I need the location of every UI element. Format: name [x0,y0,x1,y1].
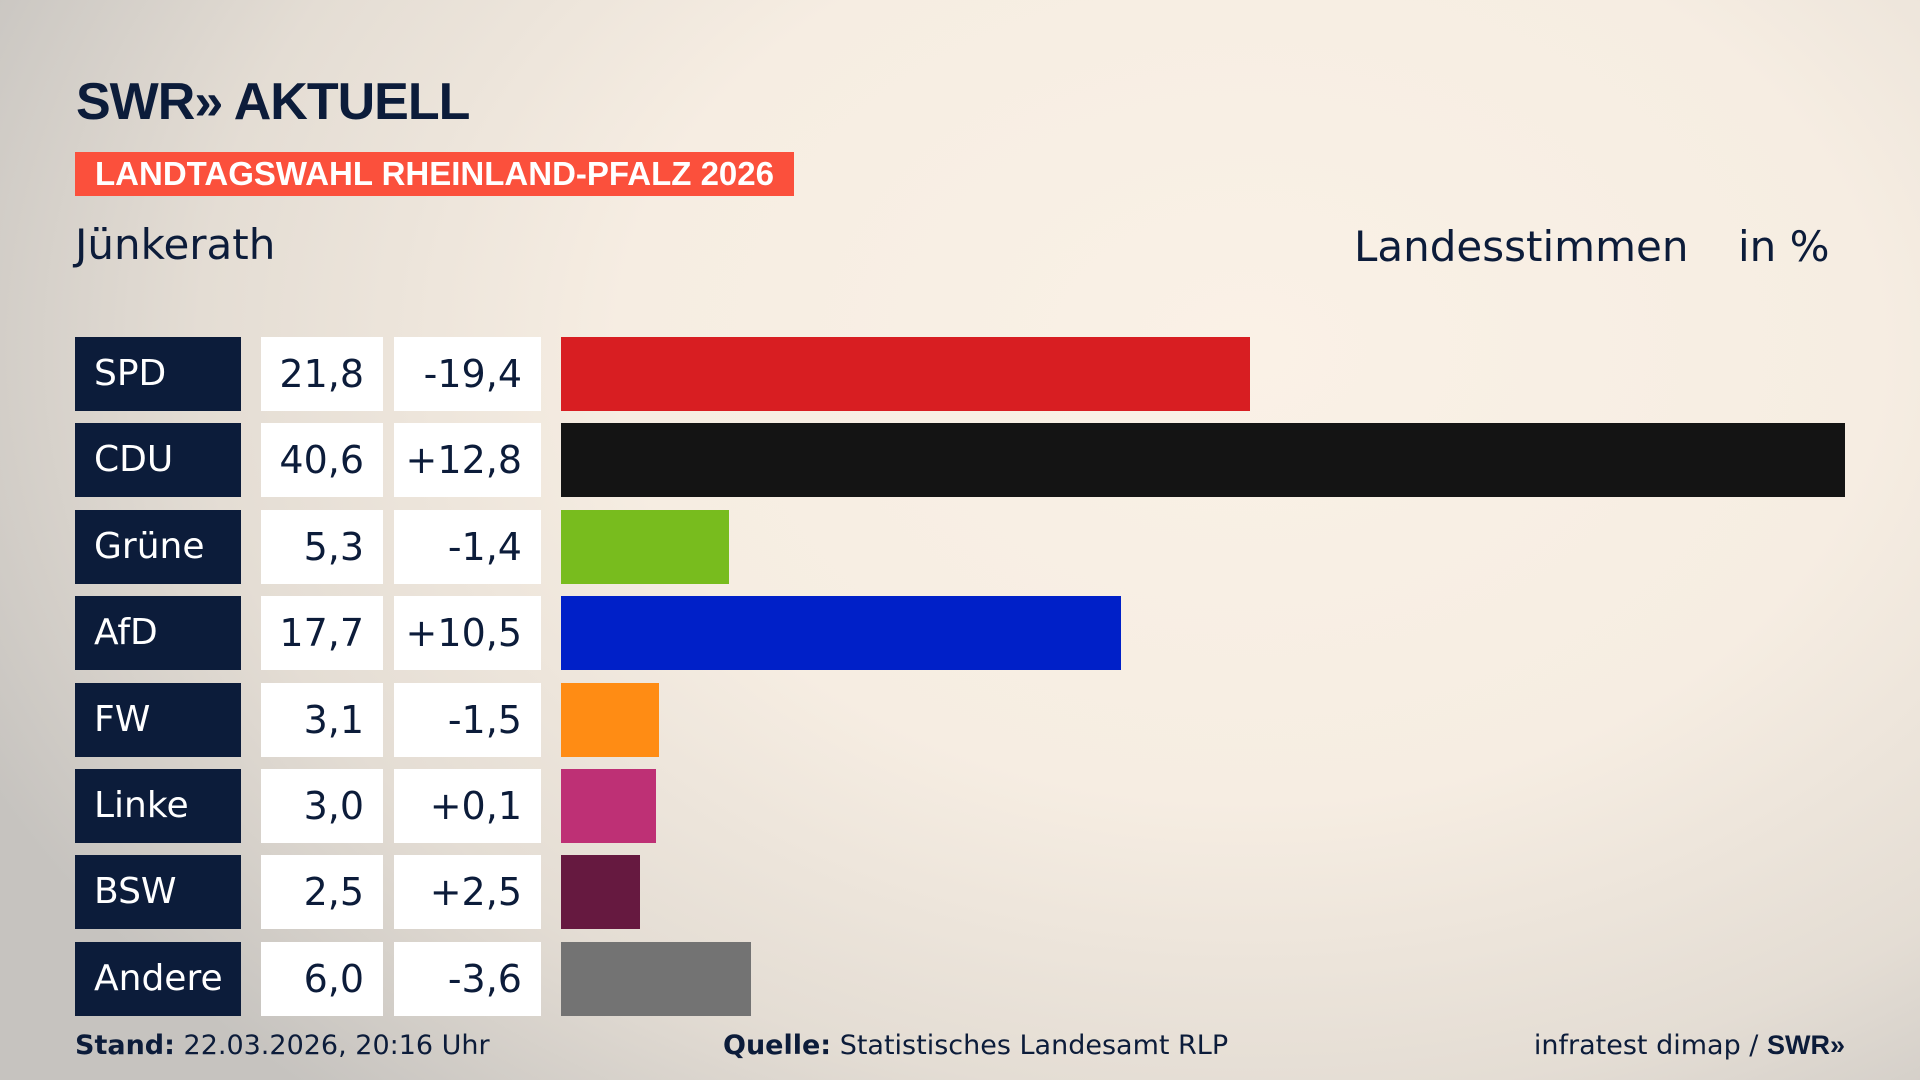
value-label: 21,8 [261,337,383,411]
value-label: 40,6 [261,423,383,498]
diff-label: -19,4 [394,337,541,411]
diff-label: -1,5 [394,682,541,757]
bar-linke [561,769,656,843]
value-label: 6,0 [261,941,383,1016]
value-label: 5,3 [261,509,383,584]
party-label: BSW [75,855,241,930]
bar-spd [561,337,1251,411]
bar-bsw [561,855,641,930]
credit-text: infratest dimap / [1533,1030,1767,1061]
source: Quelle: Statistisches Landesamt RLP [723,1030,1228,1061]
diff-label: +2,5 [394,855,541,930]
party-label: Linke [75,769,241,843]
bar-fw [561,682,660,757]
value-label: 3,1 [261,682,383,757]
party-label: Andere [75,941,241,1016]
source-label: Quelle: [723,1030,832,1061]
source-value: Statistisches Landesamt RLP [839,1030,1229,1061]
diff-label: -1,4 [394,509,541,584]
party-label: Grüne [75,509,241,584]
diff-label: +10,5 [394,596,541,671]
credit: infratest dimap / SWR» [1534,1030,1845,1061]
party-label: AfD [75,596,241,671]
election-tag: LANDTAGSWAHL RHEINLAND-PFALZ 2026 [75,152,794,196]
place-title: Jünkerath [75,220,276,269]
unit-label: in % [1738,222,1830,271]
diff-label: -3,6 [394,941,541,1016]
party-label: SPD [75,337,241,411]
diff-label: +12,8 [394,423,541,498]
stand-value: 22.03.2026, 20:16 Uhr [183,1030,490,1061]
stand: Stand: 22.03.2026, 20:16 Uhr [75,1030,490,1061]
swr-logo: SWR» [1766,1030,1845,1060]
value-label: 2,5 [261,855,383,930]
diff-label: +0,1 [394,769,541,843]
value-label: 3,0 [261,769,383,843]
bar-afd [561,596,1121,671]
stand-label: Stand: [75,1030,175,1061]
vote-type-label: Landesstimmen [1354,222,1689,271]
bar-andere [561,941,751,1016]
bar-cdu [561,423,1845,498]
value-label: 17,7 [261,596,383,671]
bar-grüne [561,509,729,584]
party-label: CDU [75,423,241,498]
swr-aktuell-logo: SWR» AKTUELL [76,73,470,131]
party-label: FW [75,682,241,757]
